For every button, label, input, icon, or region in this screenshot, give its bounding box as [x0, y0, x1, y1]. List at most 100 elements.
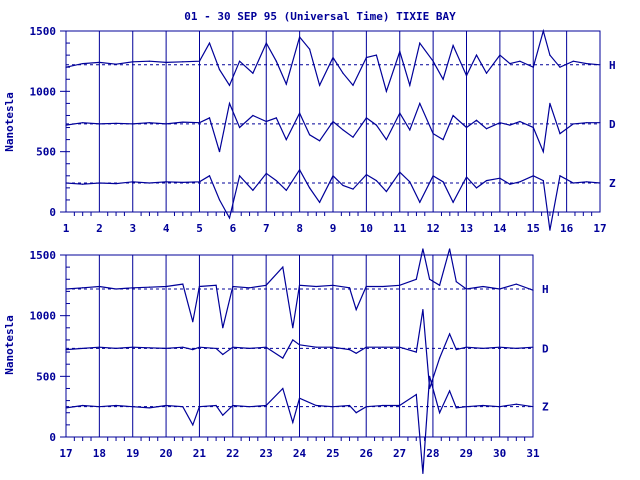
series-z-point	[499, 406, 501, 408]
series-z-point	[599, 182, 601, 184]
y-tick-label: 1500	[30, 249, 57, 262]
series-h-point	[572, 60, 574, 62]
series-z-point	[415, 393, 417, 396]
series-z-point	[292, 421, 294, 424]
series-h-point	[499, 54, 501, 56]
x-tick-label: 26	[360, 447, 374, 460]
series-d-point	[198, 346, 201, 348]
series-h-point	[332, 284, 334, 286]
series-h-point	[586, 62, 588, 65]
series-d-point	[519, 120, 521, 123]
series-h-point	[382, 285, 384, 288]
series-d-point	[559, 132, 561, 135]
series-z-point	[252, 189, 254, 191]
series-h-point	[198, 285, 201, 288]
x-tick-label: 29	[460, 447, 473, 460]
series-h-point	[542, 30, 544, 32]
series-d-point	[298, 344, 301, 346]
series-h-point	[419, 42, 421, 44]
series-z-point	[182, 181, 184, 184]
series-d-point	[315, 346, 317, 348]
series-h-point	[515, 283, 517, 285]
series-d-point	[532, 126, 534, 129]
series-d-point	[599, 122, 601, 124]
x-tick-label: 10	[360, 222, 373, 235]
x-tick-label: 13	[460, 222, 473, 235]
x-tick-label: 23	[260, 447, 273, 460]
series-h-point	[282, 266, 284, 268]
series-d-point	[572, 123, 574, 125]
series-h-point	[182, 61, 184, 63]
series-z-point	[148, 182, 151, 184]
series-h-point	[465, 75, 468, 77]
series-z-point	[115, 404, 117, 407]
x-tick-label: 15	[527, 222, 540, 235]
series-z-trace	[65, 376, 534, 474]
series-z-point	[298, 397, 301, 399]
series-z-point	[215, 404, 217, 407]
series-h-point	[415, 278, 417, 280]
series-h-point	[532, 66, 534, 68]
series-h-point	[252, 72, 254, 74]
series-z-point	[439, 412, 441, 414]
chart-title: 01 - 30 SEP 95 (Universal Time) TIXIE BA…	[184, 10, 456, 23]
series-z-point	[509, 183, 511, 185]
y-tick-label: 1500	[30, 25, 57, 38]
series-d-point	[208, 117, 211, 119]
series-d-point	[465, 346, 467, 348]
series-d-point	[509, 124, 511, 126]
series-h-point	[422, 248, 424, 250]
series-d-point	[222, 353, 224, 356]
series-h-point	[485, 72, 488, 74]
series-h-point	[385, 90, 387, 92]
series-z-point	[198, 181, 201, 183]
series-h-point	[82, 287, 84, 289]
series-h-point	[409, 84, 411, 86]
series-h-point	[348, 287, 351, 289]
series-d-point	[282, 357, 284, 359]
y-axis-title-bottom: Nanotesla	[3, 315, 16, 375]
x-tick-label: 9	[330, 222, 337, 235]
series-z-point	[248, 406, 251, 408]
series-d-point	[332, 120, 334, 123]
series-z-point	[82, 404, 84, 407]
series-z-point	[65, 407, 67, 409]
series-d-point	[365, 346, 367, 348]
series-z-point	[275, 180, 277, 182]
series-z-point	[422, 472, 424, 474]
series-z-point	[452, 201, 454, 203]
y-axis-title-top: Nanotesla	[3, 92, 16, 152]
series-d-point	[482, 347, 484, 350]
x-tick-label: 27	[393, 447, 406, 460]
series-z-point	[428, 375, 431, 377]
series-z-point	[352, 188, 354, 190]
series-h-point	[182, 283, 184, 285]
series-z-point	[385, 190, 387, 193]
series-z-point	[148, 407, 150, 409]
series-d-point	[265, 346, 267, 348]
series-d-point	[299, 112, 301, 114]
series-h-point	[319, 84, 321, 86]
series-z-point	[485, 180, 488, 182]
panel-2: 17 18 19 20 21 22 23 24 25 26 27 28 29 30 31 0 500 1000 15…	[30, 248, 549, 474]
series-h-point	[82, 62, 84, 65]
series-d-point	[265, 120, 267, 123]
series-z-point	[355, 412, 357, 414]
series-z-point	[82, 183, 84, 185]
series-label-h: H	[609, 59, 616, 72]
series-d-point	[252, 114, 254, 117]
series-h-point	[375, 54, 377, 56]
x-tick-label: 17	[59, 447, 72, 460]
series-d-point	[355, 352, 357, 354]
series-z-point	[65, 182, 67, 184]
series-h-point	[248, 287, 251, 289]
series-d-point	[586, 122, 588, 124]
series-z-point	[115, 183, 117, 185]
series-h-point	[98, 61, 100, 63]
x-tick-label: 16	[560, 222, 574, 235]
series-z-point	[586, 181, 588, 183]
series-h-point	[532, 289, 534, 291]
series-d-point	[238, 126, 241, 129]
series-d-trace	[65, 309, 534, 389]
